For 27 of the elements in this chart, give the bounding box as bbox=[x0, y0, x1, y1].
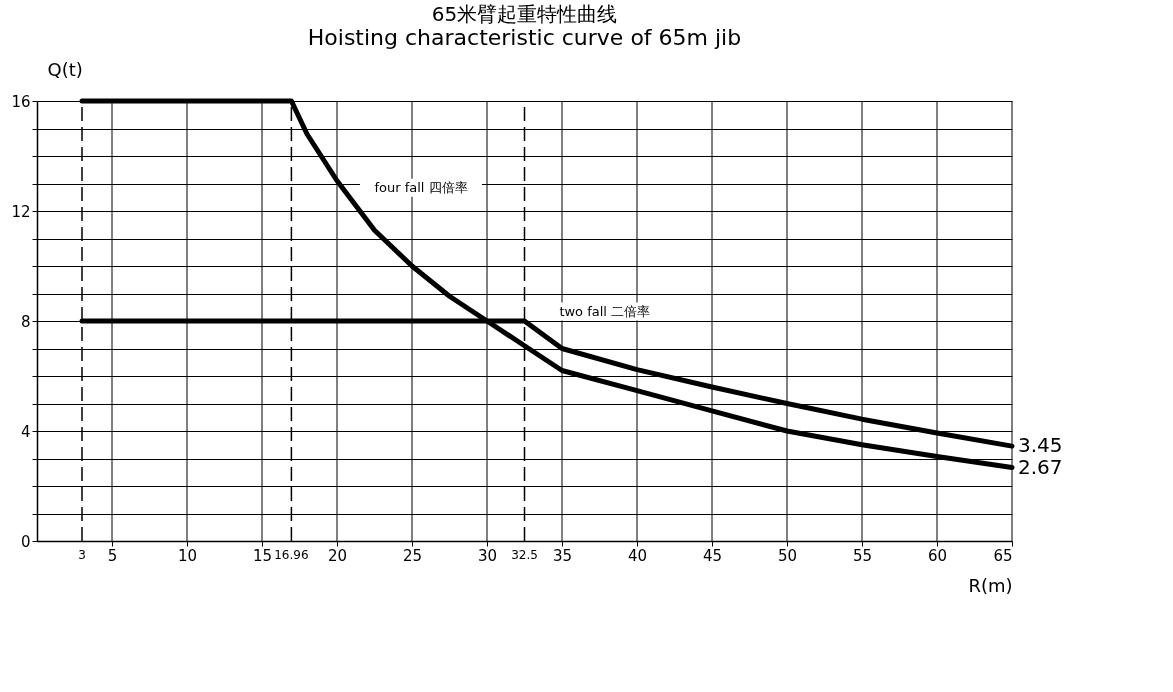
x-tick-label: 30 bbox=[477, 546, 498, 565]
x-tick-label: 35 bbox=[552, 546, 573, 565]
y-tick-label: 8 bbox=[20, 312, 31, 331]
y-tick-label: 0 bbox=[20, 532, 31, 551]
y-tick-label: 12 bbox=[11, 202, 31, 221]
x-tick-label: 55 bbox=[852, 546, 873, 565]
x-tick-label: 40 bbox=[627, 546, 648, 565]
x-tick-label: 60 bbox=[927, 546, 948, 565]
annotation: two fall 二倍率 bbox=[559, 303, 651, 319]
x-tick-label: 45 bbox=[702, 546, 723, 565]
y-axis-title: Q(t) bbox=[47, 58, 83, 80]
annotation: four fall 四倍率 bbox=[374, 179, 468, 195]
x-tick-label: 25 bbox=[402, 546, 423, 565]
ref-line-label: 3 bbox=[78, 548, 86, 562]
ref-line-label: 16.96 bbox=[274, 548, 309, 562]
chart-title: 65米臂起重特性曲线 bbox=[431, 2, 618, 26]
y-tick-label: 16 bbox=[11, 92, 31, 111]
x-tick-label: 15 bbox=[252, 546, 273, 565]
x-axis-title: R(m) bbox=[968, 574, 1013, 596]
x-tick-label: 50 bbox=[777, 546, 798, 565]
x-tick-label: 20 bbox=[327, 546, 348, 565]
x-tick-label: 65 bbox=[993, 546, 1013, 565]
x-tick-label: 5 bbox=[107, 546, 118, 565]
ref-line-label: 32.5 bbox=[511, 548, 538, 562]
chart-subtitle: Hoisting characteristic curve of 65m jib bbox=[307, 25, 742, 50]
y-tick-label: 4 bbox=[20, 422, 31, 441]
x-tick-label: 10 bbox=[177, 546, 198, 565]
